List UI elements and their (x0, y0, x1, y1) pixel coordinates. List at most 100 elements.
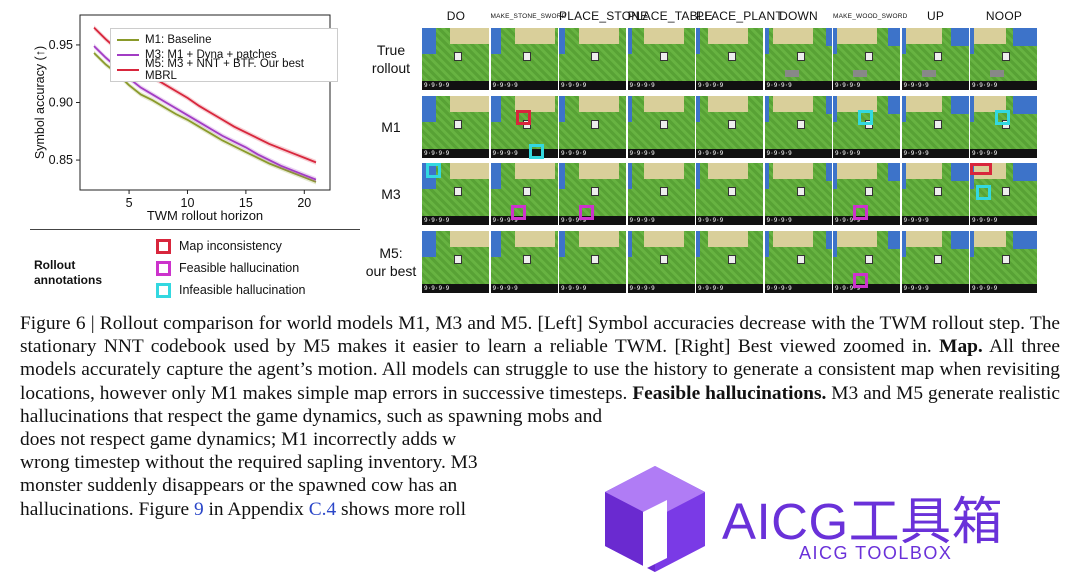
frame-sand (579, 95, 619, 112)
frame-inventory-text: 9·9·9·9 (766, 284, 792, 292)
frame-water (696, 163, 700, 189)
frame-inventory-text: 9·9·9·9 (629, 82, 655, 89)
frame-water (888, 163, 900, 181)
highlight-infeasible-icon (995, 109, 1010, 125)
rollout-frame: 9·9·9·9 (901, 95, 969, 158)
x-tick-label: 15 (239, 196, 253, 210)
annotation-label: Map inconsistency (179, 239, 282, 253)
frame-water (764, 163, 769, 189)
annotation-entry: Feasible hallucination (156, 258, 299, 278)
row-label: M3 (381, 186, 401, 202)
frame-inventory-text: 9·9·9·9 (698, 217, 724, 224)
rollout-frame: 9·9·9·9 (490, 28, 558, 90)
highlight-feasible-icon (853, 272, 868, 288)
column-label: MAKE_WOOD_SWORD (833, 13, 908, 20)
rollout-frame: 9·9·9·9 (559, 230, 626, 293)
rollout-frame: 9·9·9·9 (764, 230, 832, 293)
frame-inventory-text: 9·9·9·9 (698, 149, 724, 157)
frame-sand (708, 230, 748, 247)
frame-inventory-bar (696, 283, 763, 293)
frame-sand (514, 163, 555, 179)
frame-water (559, 163, 565, 189)
frame-water (825, 163, 832, 181)
frame-inventory-text: 9·9·9·9 (561, 149, 587, 157)
caption-text-1: Rollout comparison for world models M1, … (20, 313, 1061, 358)
rollout-frame: 9·9·9·9 (696, 95, 763, 158)
frame-agent (796, 52, 805, 61)
frame-agent (933, 254, 942, 264)
frame-inventory-bar (764, 148, 832, 158)
frame-agent (591, 119, 599, 129)
row-label: M1 (381, 118, 401, 135)
frame-inventory-text: 9·9·9·9 (424, 149, 450, 157)
frame-inventory-bar (490, 283, 558, 293)
frame-agent (454, 187, 462, 196)
frame-inventory-bar (627, 283, 695, 293)
annotation-swatch-icon (156, 282, 171, 298)
column-label: DO (446, 9, 466, 23)
frame-sand (837, 230, 877, 247)
frame-water (833, 163, 837, 189)
frame-inventory-bar (422, 283, 489, 293)
frame-agent (522, 187, 531, 196)
rollout-frame: 9·9·9·9 (696, 163, 763, 225)
frame-agent (796, 187, 805, 196)
annotation-entry: Infeasible hallucination (156, 280, 305, 300)
caption-line-2: does not respect game dynamics; M1 incor… (20, 429, 457, 451)
frame-sand (901, 230, 942, 247)
frame-water (764, 95, 769, 122)
frame-agent (796, 119, 805, 129)
caption-line-3: wrong timestep without the required sapl… (20, 452, 478, 474)
frame-inventory-text: 9·9·9·9 (766, 149, 792, 157)
watermark-subtitle: AICG TOOLBOX (799, 543, 953, 563)
appendix-c4-link[interactable]: C.4 (308, 498, 337, 520)
frame-inventory-text: 9·9·9·9 (972, 149, 998, 157)
watermark-title: AICG工具箱 (722, 493, 1004, 550)
column-label: UP (926, 9, 945, 23)
frame-sand (901, 163, 942, 179)
frame-sand (970, 230, 1006, 247)
frame-sand (837, 28, 877, 44)
caption-line-5: hallucinations. Figure 9 in Appendix C.4… (20, 498, 1060, 521)
frame-water (1013, 95, 1037, 114)
frame-inventory-text: 9·9·9·9 (424, 217, 450, 224)
frame-water (950, 95, 969, 114)
frame-water (696, 230, 700, 257)
frame-agent (522, 52, 531, 61)
y-tick-label: 0.95 (49, 38, 73, 52)
frame-inventory-bar (833, 216, 900, 225)
legend-entry: M5: M3 + NNT + BTF. Our best MBRL (117, 58, 331, 82)
frame-agent (591, 187, 599, 196)
frame-inventory-bar (901, 283, 969, 293)
frame-inventory-bar (764, 283, 832, 293)
frame-sand (970, 163, 1006, 179)
frame-water (901, 163, 906, 189)
frame-inventory-text: 9·9·9·9 (903, 149, 929, 157)
frame-sand (643, 28, 684, 44)
frame-water (970, 95, 974, 122)
column-label: MAKE_STONE_SWORD (490, 13, 567, 20)
frame-water (833, 28, 837, 54)
frame-water (888, 230, 900, 249)
frame-agent (865, 52, 873, 61)
column-label: PLACE_TABLE (627, 9, 713, 23)
frame-inventory-text: 9·9·9·9 (561, 217, 587, 224)
figure-9-link[interactable]: 9 (193, 498, 204, 520)
frame-inventory-bar (696, 81, 763, 90)
frame-inventory-bar (970, 81, 1037, 90)
frame-inventory-bar (627, 81, 695, 90)
frame-inventory-bar (764, 216, 832, 225)
frame-agent (1002, 187, 1010, 196)
rollout-frame: 9·9·9·9 (422, 95, 489, 158)
frame-sand (901, 28, 942, 44)
frame-water (559, 95, 565, 122)
frame-inventory-bar (901, 148, 969, 158)
frame-sand (708, 95, 748, 112)
frame-water (627, 95, 632, 122)
frame-water (833, 95, 837, 122)
frame-stone (990, 70, 1004, 77)
rollout-frame: 9·9·9·9 (490, 230, 558, 293)
frame-water (825, 28, 832, 46)
rollout-frame: 9·9·9·9 (764, 95, 832, 158)
accuracy-chart: 5 10 15 20 0.85 0.90 0.95 TWM rollout horizon Sy… (0, 0, 360, 228)
